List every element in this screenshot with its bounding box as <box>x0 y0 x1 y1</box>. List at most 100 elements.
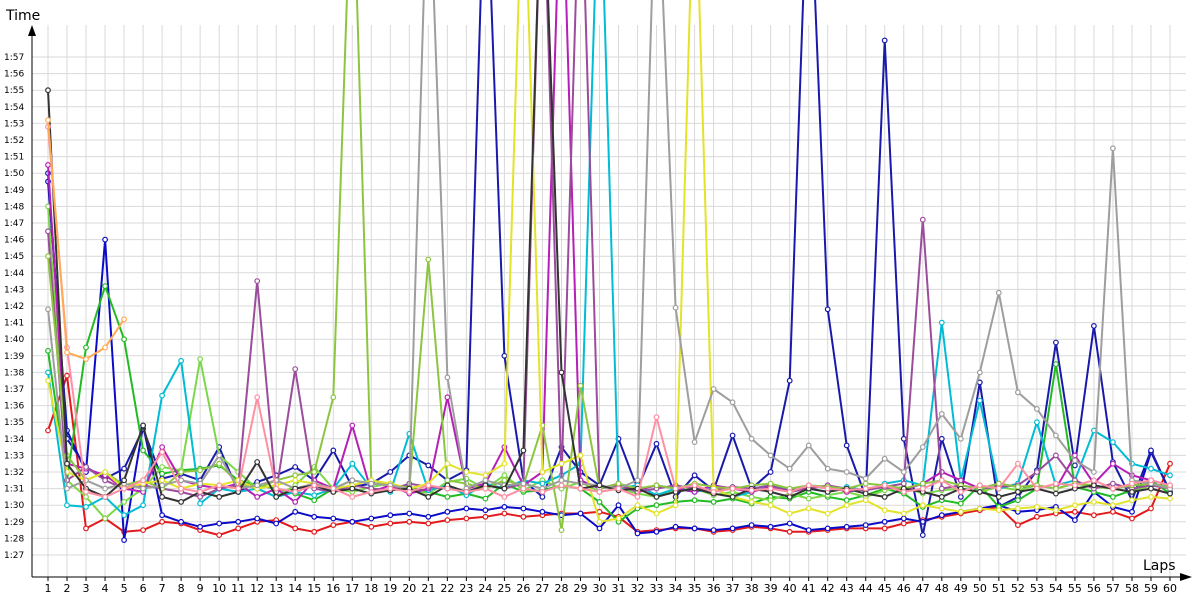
data-point <box>900 515 907 522</box>
y-tick-label: 1:37 <box>4 385 24 395</box>
data-point <box>710 386 717 392</box>
data-point <box>995 494 1002 500</box>
data-point <box>786 465 793 472</box>
data-point <box>330 522 337 528</box>
data-point <box>178 518 185 525</box>
x-tick-label: 22 <box>440 582 454 595</box>
x-axis-title: Laps <box>1143 558 1176 574</box>
x-tick-label: 21 <box>421 582 435 595</box>
data-point <box>216 520 223 527</box>
y-tick-label: 1:50 <box>4 169 24 179</box>
data-point <box>710 499 717 505</box>
x-tick-label: 16 <box>326 582 340 595</box>
x-tick-label: 23 <box>459 582 473 595</box>
data-point <box>178 477 185 484</box>
series-8 <box>45 0 1173 500</box>
series-line <box>47 0 1171 517</box>
data-point <box>292 525 299 532</box>
x-tick-label: 2 <box>64 582 71 595</box>
data-point <box>729 399 736 406</box>
data-point <box>843 502 850 509</box>
x-tick-label: 33 <box>650 582 664 595</box>
tick-labels: 1:27 1:28 1:29 1:30 1:31 1:32 1:33 1:34 1:35 1:36… <box>4 53 1177 595</box>
data-point <box>957 477 964 484</box>
data-point <box>292 366 299 373</box>
data-point <box>767 497 774 504</box>
x-tick-label: 9 <box>197 582 204 595</box>
data-point <box>539 480 546 487</box>
data-point <box>1033 485 1040 492</box>
data-point <box>672 502 679 509</box>
data-point <box>254 459 261 465</box>
data-point <box>710 489 717 495</box>
x-tick-label: 45 <box>878 582 892 595</box>
data-point <box>349 422 356 429</box>
x-tick-label: 29 <box>573 582 587 595</box>
x-tick-label: 51 <box>992 582 1006 595</box>
y-tick-label: 1:28 <box>4 534 24 544</box>
data-point <box>729 525 736 532</box>
data-point <box>444 394 451 401</box>
data-point <box>311 492 318 499</box>
data-point <box>577 510 584 517</box>
data-point <box>596 525 603 532</box>
data-point <box>140 422 147 429</box>
data-point <box>1148 477 1154 484</box>
series-9 <box>45 0 1173 533</box>
data-point <box>805 505 812 512</box>
y-tick-label: 1:53 <box>4 119 24 129</box>
data-point <box>406 510 413 517</box>
data-point <box>900 469 907 475</box>
data-point <box>1033 469 1040 475</box>
data-point <box>748 522 755 528</box>
x-tick-label: 44 <box>859 582 873 595</box>
data-point <box>862 480 869 487</box>
y-tick-label: 1:49 <box>4 186 24 196</box>
data-point <box>1090 477 1097 484</box>
series-5 <box>45 203 1173 522</box>
data-point <box>1109 460 1116 467</box>
data-point <box>178 357 185 364</box>
data-point <box>83 489 89 495</box>
data-point <box>520 447 527 454</box>
data-point <box>1052 507 1059 514</box>
x-tick-label: 60 <box>1163 582 1177 595</box>
data-point <box>368 515 375 522</box>
data-point <box>900 510 907 517</box>
data-point <box>102 344 108 351</box>
data-point <box>45 377 51 384</box>
data-point <box>539 508 546 515</box>
data-point <box>102 515 108 522</box>
data-point <box>1109 485 1116 492</box>
data-point <box>767 480 774 487</box>
x-tick-label: 26 <box>516 582 530 595</box>
x-tick-label: 40 <box>783 582 797 595</box>
data-point <box>786 510 793 517</box>
data-point <box>140 477 147 484</box>
data-point <box>406 518 413 525</box>
data-point <box>311 469 318 475</box>
x-tick-label: 7 <box>159 582 166 595</box>
data-point <box>805 482 812 489</box>
data-point <box>45 117 51 123</box>
data-point <box>596 518 603 525</box>
data-point <box>102 283 108 290</box>
data-point <box>159 449 166 456</box>
x-tick-label: 41 <box>802 582 816 595</box>
data-point <box>634 477 641 484</box>
data-point <box>1015 497 1021 504</box>
series-line <box>47 0 1171 503</box>
data-point <box>786 520 793 527</box>
data-point <box>349 518 356 525</box>
data-point <box>862 497 869 504</box>
y-tick-label: 1:46 <box>4 236 24 246</box>
y-tick-label: 1:41 <box>4 319 24 329</box>
data-point <box>387 469 394 475</box>
x-tick-label: 48 <box>935 582 949 595</box>
data-point <box>653 440 660 447</box>
data-point <box>444 508 451 515</box>
data-point <box>919 502 926 509</box>
x-tick-label: 5 <box>121 582 128 595</box>
data-point <box>349 460 356 467</box>
data-point <box>976 489 983 495</box>
